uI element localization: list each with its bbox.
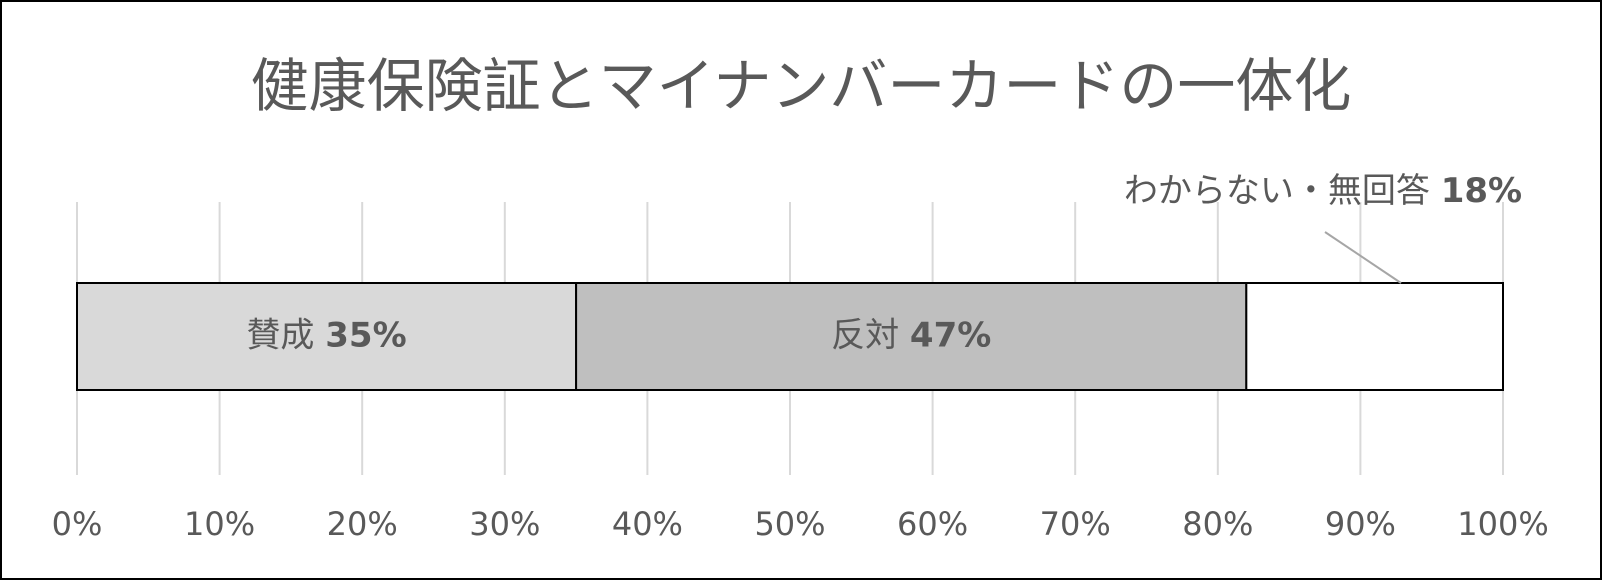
value-label: 18% bbox=[1441, 171, 1522, 211]
series-name: 反対 bbox=[831, 315, 899, 355]
chart-title: 健康保険証とマイナンバーカードの一体化 bbox=[251, 52, 1352, 120]
x-tick-label: 50% bbox=[754, 505, 825, 543]
x-tick-label: 40% bbox=[612, 505, 683, 543]
x-tick-label: 30% bbox=[469, 505, 540, 543]
x-tick-label: 0% bbox=[52, 505, 103, 543]
x-tick-label: 100% bbox=[1457, 505, 1548, 543]
series-name: わからない・無回答 bbox=[1124, 171, 1430, 211]
x-tick-label: 80% bbox=[1182, 505, 1253, 543]
x-tick-label: 70% bbox=[1040, 505, 1111, 543]
leader-line bbox=[1324, 231, 1402, 284]
data-label: わからない・無回答 18% bbox=[1124, 171, 1522, 211]
value-label: 35% bbox=[325, 315, 406, 355]
x-tick-label: 20% bbox=[327, 505, 398, 543]
bar-segment bbox=[76, 282, 578, 391]
x-tick-label: 60% bbox=[897, 505, 968, 543]
bar-segment bbox=[1245, 282, 1504, 391]
series-name: 賛成 bbox=[246, 315, 314, 355]
value-label: 47% bbox=[910, 315, 991, 355]
x-tick-label: 10% bbox=[184, 505, 255, 543]
bar-segment bbox=[575, 282, 1248, 391]
x-tick-label: 90% bbox=[1325, 505, 1396, 543]
data-label: 賛成 35% bbox=[246, 315, 406, 355]
data-label: 反対 47% bbox=[831, 315, 991, 355]
